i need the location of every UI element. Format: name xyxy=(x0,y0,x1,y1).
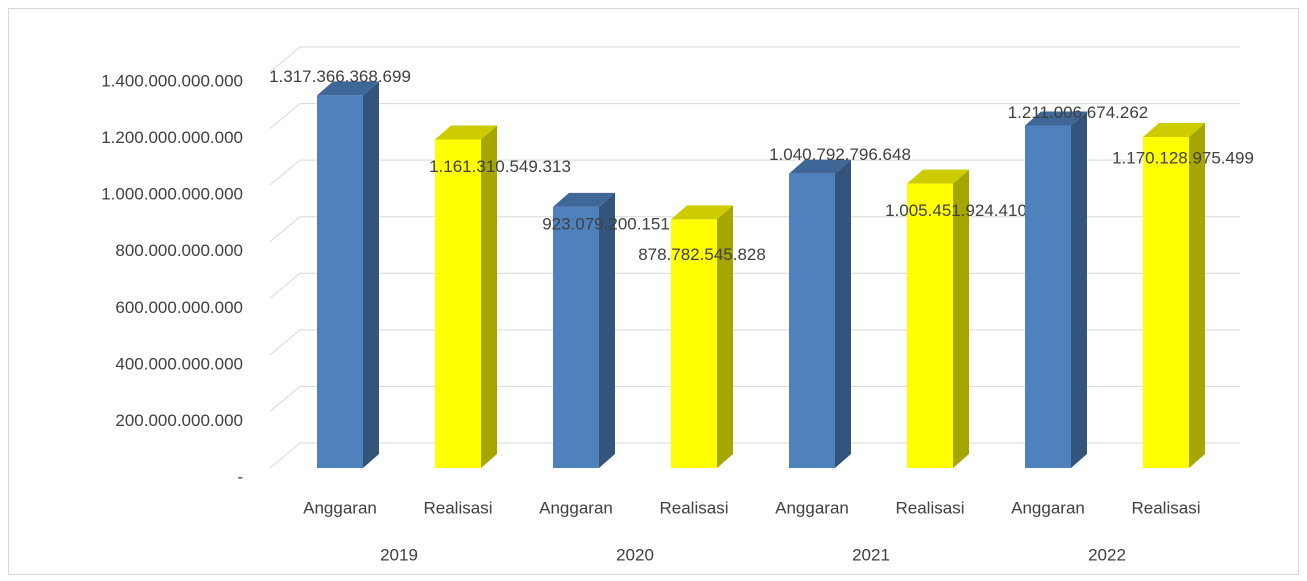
y-tick-label: 400.000.000.000 xyxy=(115,354,243,373)
x-tick-label: Anggaran xyxy=(539,498,613,517)
data-label: 1.211.006.674.262 xyxy=(1008,103,1149,122)
bar xyxy=(907,183,953,468)
data-label: 1.170.128.975.499 xyxy=(1112,149,1254,168)
bar-side xyxy=(953,169,969,468)
data-label: 1.040.792.796.648 xyxy=(769,145,911,164)
bar-top xyxy=(1143,123,1205,138)
bar xyxy=(553,206,599,468)
bar xyxy=(671,219,717,468)
data-label: 1.317.366.368.699 xyxy=(269,67,411,86)
x-tick-label: Realisasi xyxy=(1132,498,1201,517)
data-label: 1.005.451.924.410 xyxy=(885,201,1027,220)
bar-side xyxy=(481,125,497,468)
chart-frame xyxy=(8,8,1299,575)
bar-top xyxy=(553,192,615,207)
y-tick-label: - xyxy=(237,467,243,486)
group-label: 2019 xyxy=(380,545,418,564)
y-tick-label: 1.000.000.000.000 xyxy=(101,185,243,204)
bar xyxy=(1025,125,1071,468)
bar xyxy=(789,173,835,469)
y-tick-label: 600.000.000.000 xyxy=(115,298,243,317)
x-tick-label: Realisasi xyxy=(424,498,493,517)
x-tick-label: Realisasi xyxy=(660,498,729,517)
x-tick-label: Anggaran xyxy=(303,498,377,517)
bar-top xyxy=(435,125,497,140)
group-label: 2022 xyxy=(1088,545,1126,564)
grid-line xyxy=(269,103,1240,129)
bar xyxy=(317,95,363,469)
bar xyxy=(1143,137,1189,468)
bar-side xyxy=(599,192,615,468)
bar-top xyxy=(317,81,379,96)
bar xyxy=(435,139,481,468)
group-label: 2020 xyxy=(616,545,654,564)
bar-side xyxy=(1189,123,1205,468)
bar-top xyxy=(907,169,969,184)
y-tick-label: 1.400.000.000.000 xyxy=(101,71,243,90)
bar-side xyxy=(835,159,851,469)
x-tick-label: Anggaran xyxy=(775,498,849,517)
x-tick-label: Anggaran xyxy=(1011,498,1085,517)
x-tick-label: Realisasi xyxy=(896,498,965,517)
data-label: 878.782.545.828 xyxy=(638,245,766,264)
data-label: 1.161.310.549.313 xyxy=(429,157,571,176)
data-label: 923.079.200.151 xyxy=(542,214,670,233)
y-tick-label: 800.000.000.000 xyxy=(115,241,243,260)
y-tick-label: 1.200.000.000.000 xyxy=(101,128,243,147)
bar-top xyxy=(1025,111,1087,126)
group-label: 2021 xyxy=(852,545,890,564)
y-tick-label: 200.000.000.000 xyxy=(115,411,243,430)
grid-line xyxy=(269,46,1240,73)
grid-line xyxy=(269,159,1240,186)
bar-top xyxy=(671,205,733,220)
bar-side xyxy=(717,205,733,468)
bar-top xyxy=(789,159,851,174)
bar-side xyxy=(363,81,379,469)
bar-side xyxy=(1071,111,1087,468)
